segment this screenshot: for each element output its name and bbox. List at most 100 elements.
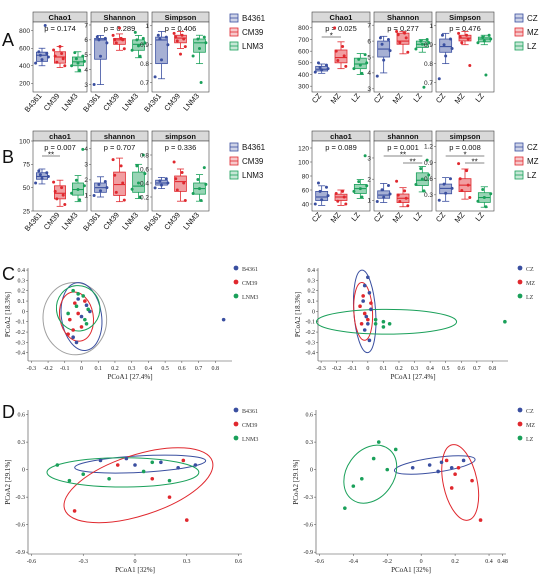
data-point [86, 307, 90, 312]
x-tick-label: 0 [366, 366, 369, 372]
data-point [71, 288, 75, 293]
y-tick-label: 100 [298, 159, 309, 166]
data-point [468, 64, 472, 68]
legend-label: B4361 [242, 14, 266, 23]
data-point [378, 36, 382, 40]
data-point [180, 171, 184, 174]
x-tick-label: CZ [434, 91, 448, 105]
legend-marker [517, 421, 523, 427]
data-point [150, 460, 155, 465]
x-tick-label: 0.48 [497, 559, 508, 565]
data-point [34, 61, 38, 65]
data-point [166, 181, 170, 185]
data-point [388, 49, 392, 53]
x-tick-label: MZ [453, 91, 467, 105]
panel-letter-d: D [2, 402, 15, 422]
data-point [133, 30, 137, 34]
data-point [196, 37, 200, 41]
data-point [82, 184, 86, 188]
y-tick-label: 2 [367, 176, 371, 183]
x-tick-label: LZ [473, 210, 486, 223]
data-point [61, 193, 65, 197]
y-tick-label: -0.4 [16, 351, 26, 357]
data-point [60, 186, 64, 190]
x-tick-label: CM39 [162, 211, 182, 232]
data-point [99, 54, 102, 58]
data-point [318, 189, 322, 193]
p-value: p = 0.336 [165, 143, 197, 152]
data-point [403, 31, 407, 35]
data-point [99, 189, 102, 193]
x-axis-label: PCoA1 [32%] [115, 566, 155, 574]
confidence-ellipse [74, 454, 207, 474]
x-tick-label: MZ [453, 210, 467, 224]
y-tick-label: 1 [367, 198, 371, 205]
y-tick-label: 0 [22, 468, 25, 474]
y-tick-label: 600 [298, 48, 309, 55]
confidence-ellipse [60, 282, 103, 351]
y-tick-label: 0.9 [140, 42, 149, 49]
y-tick-label: 0.3 [18, 278, 26, 284]
data-point [158, 37, 162, 41]
y-tick-label: 60 [302, 187, 310, 194]
panel-letter-c: C [2, 264, 15, 284]
p-value: p = 0.007 [44, 143, 76, 152]
p-value: p = 0.174 [44, 24, 76, 33]
data-point [375, 199, 379, 203]
y-tick-label: 5 [367, 54, 371, 61]
data-point [73, 51, 77, 55]
panel-letter-a: A [2, 30, 14, 50]
data-point [444, 54, 448, 58]
facet-title: chao1 [49, 132, 71, 141]
data-point [105, 186, 109, 190]
y-tick-label: -0.4 [306, 351, 316, 357]
data-point [138, 54, 142, 58]
data-point [393, 447, 398, 452]
x-tick-label: 0.5 [442, 366, 450, 372]
legend-marker [233, 407, 239, 413]
y-tick-label: 7 [84, 22, 88, 29]
data-point [60, 52, 64, 55]
x-tick-label: MZ [329, 210, 343, 224]
p-value: p = 0.476 [449, 24, 481, 33]
data-point [199, 81, 203, 85]
confidence-ellipse [441, 444, 480, 521]
x-tick-label: -0.3 [78, 559, 88, 565]
data-point [121, 181, 125, 185]
x-tick-label: -0.4 [349, 559, 359, 565]
y-tick-label: 3 [84, 82, 88, 89]
data-point [369, 307, 373, 312]
data-point [105, 41, 109, 45]
x-tick-label: 0.4 [485, 559, 493, 565]
data-point [362, 328, 367, 332]
data-point [156, 33, 160, 37]
data-point [193, 463, 198, 467]
data-point [183, 199, 187, 202]
y-tick-label: 0.9 [424, 42, 433, 49]
data-point [172, 160, 176, 164]
data-point [135, 164, 139, 168]
data-point [113, 173, 117, 177]
y-tick-label: 0.7 [140, 80, 149, 87]
x-tick-label: LZ [411, 210, 424, 223]
x-tick-label: -0.3 [316, 366, 326, 372]
y-tick-label: 0.4 [140, 180, 149, 187]
data-point [425, 38, 429, 41]
y-tick-label: 0.6 [140, 166, 149, 173]
data-point [360, 71, 364, 75]
x-tick-label: 0 [80, 366, 83, 372]
data-point [182, 181, 186, 185]
data-point [176, 465, 180, 470]
data-point [403, 189, 407, 193]
data-point [313, 202, 317, 206]
data-point [55, 463, 60, 467]
data-point [153, 186, 157, 190]
data-point [406, 204, 410, 208]
data-point [376, 440, 381, 444]
data-point [386, 38, 390, 41]
y-tick-label: 0.4 [308, 268, 316, 274]
confidence-ellipse [42, 281, 108, 356]
x-tick-label: 0 [420, 559, 423, 565]
data-point [97, 38, 101, 42]
